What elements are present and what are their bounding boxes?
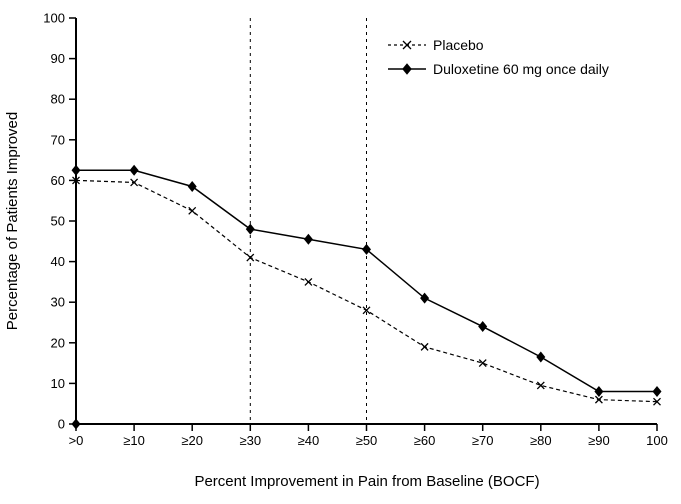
x-tick-label: ≥90 <box>588 433 610 448</box>
x-tick-label: ≥50 <box>356 433 378 448</box>
y-tick-label: 20 <box>51 335 65 350</box>
extra-point <box>71 418 81 430</box>
diamond-marker-icon <box>402 63 412 75</box>
series-line <box>76 169 657 393</box>
y-tick-label: 70 <box>51 132 65 147</box>
y-tick-label: 40 <box>51 254 65 269</box>
diamond-marker-icon <box>245 223 255 235</box>
x-marker-icon <box>362 306 371 315</box>
y-tick-label: 100 <box>43 11 65 26</box>
legend-item-placebo: Placebo <box>388 37 484 53</box>
x-tick-label: 100 <box>646 433 668 448</box>
y-tick-label: 60 <box>51 173 65 188</box>
series-placebo <box>72 176 661 406</box>
x-marker-icon <box>594 395 603 404</box>
x-axis-title: Percent Improvement in Pain from Baselin… <box>194 473 539 490</box>
legend-item-duloxetine: Duloxetine 60 mg once daily <box>388 61 609 77</box>
y-tick-label: 50 <box>51 214 65 229</box>
diamond-marker-icon <box>187 180 197 192</box>
diamond-marker-icon <box>536 351 546 363</box>
diamond-marker-icon <box>652 386 662 398</box>
diamond-marker-icon <box>362 243 371 255</box>
y-tick-label: 90 <box>51 51 65 66</box>
diamond-marker-icon <box>420 292 430 304</box>
diamond-marker-icon <box>303 233 313 245</box>
y-axis-title: Percentage of Patients Improved <box>4 112 21 330</box>
x-tick-label: ≥30 <box>239 433 261 448</box>
x-tick-label: ≥10 <box>123 433 145 448</box>
x-tick-label: ≥40 <box>298 433 320 448</box>
x-marker-icon <box>304 277 313 286</box>
x-marker-icon <box>246 253 255 262</box>
x-marker-icon <box>72 176 80 185</box>
y-tick-label: 10 <box>51 376 65 391</box>
x-tick-label: ≥70 <box>472 433 494 448</box>
x-tick-label: >0 <box>69 433 84 448</box>
x-marker-icon <box>402 40 412 50</box>
diamond-marker-icon <box>71 418 81 430</box>
x-marker-icon <box>188 206 197 215</box>
legend: Placebo Duloxetine 60 mg once daily <box>388 37 609 77</box>
diamond-marker-icon <box>594 386 604 398</box>
y-tick-label: 0 <box>58 417 65 432</box>
x-tick-label: ≥20 <box>181 433 203 448</box>
x-tick-label: ≥80 <box>530 433 552 448</box>
diamond-marker-icon <box>71 164 81 176</box>
axes: 0 10 20 30 40 50 60 70 80 90 100 >0 ≥10 ≥20 ≥30 ≥40 ≥50 ≥… <box>43 11 668 449</box>
y-tick-label: 30 <box>51 295 65 310</box>
series-duloxetine-60-mg-once-daily <box>71 164 662 398</box>
x-marker-icon <box>420 342 429 351</box>
diamond-marker-icon <box>129 164 139 176</box>
x-tick-label: ≥60 <box>414 433 436 448</box>
x-marker-icon <box>478 359 487 368</box>
x-marker-icon <box>536 381 545 390</box>
diamond-marker-icon <box>478 321 488 333</box>
x-marker-icon <box>130 178 139 187</box>
legend-label-duloxetine: Duloxetine 60 mg once daily <box>433 61 609 77</box>
y-tick-label: 80 <box>51 92 65 107</box>
legend-label-placebo: Placebo <box>433 37 484 53</box>
reference-lines <box>249 18 367 424</box>
x-marker-icon <box>653 397 661 406</box>
